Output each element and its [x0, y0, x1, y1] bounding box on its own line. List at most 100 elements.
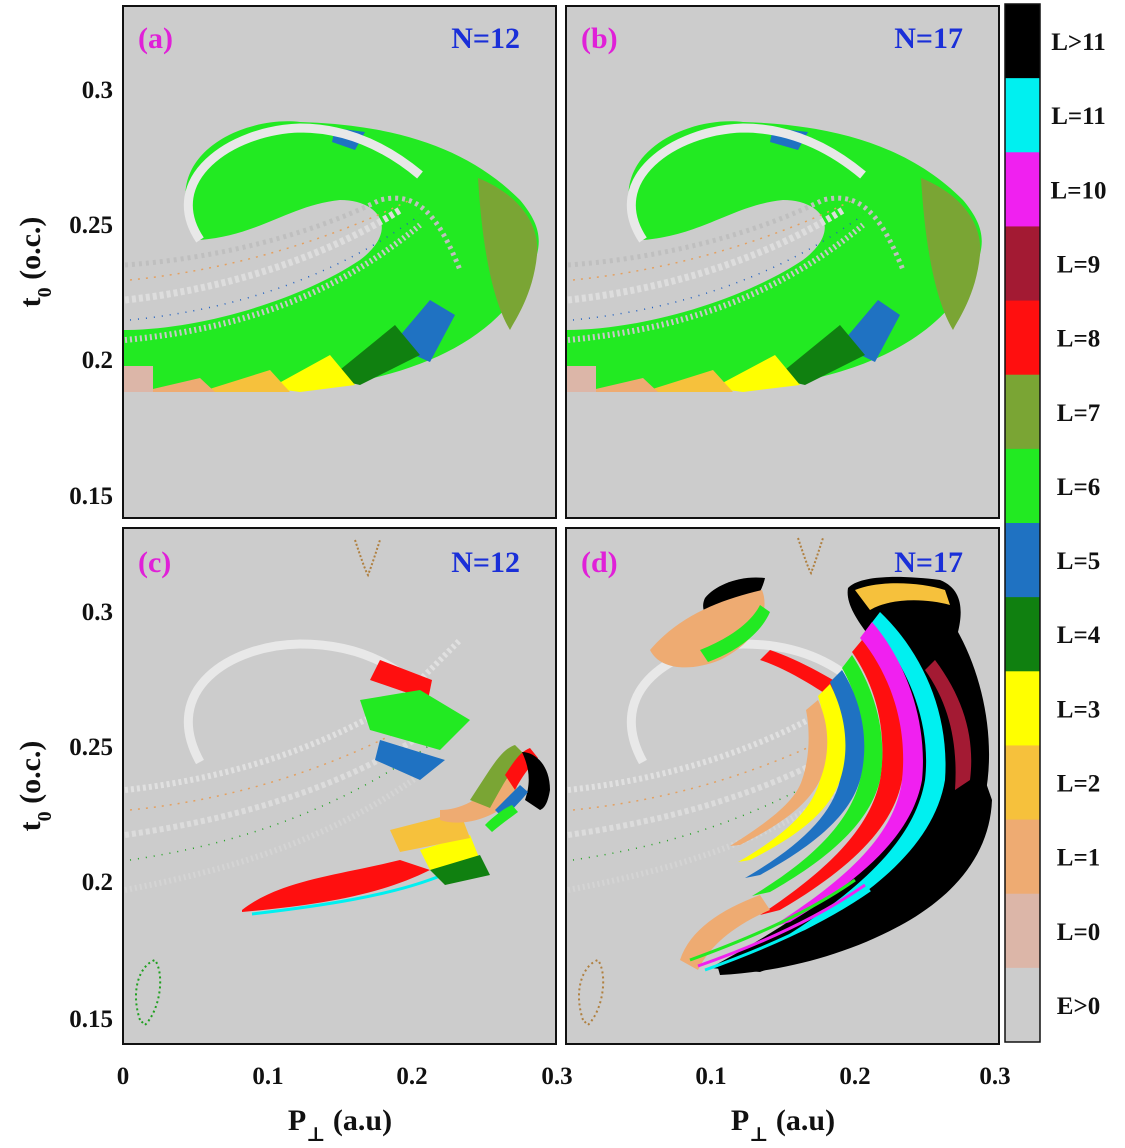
- region-b-L3: [713, 355, 800, 392]
- panel-b-map: [566, 121, 982, 392]
- region-c-L5: [375, 740, 445, 780]
- colorbar-swatch: [1005, 226, 1040, 302]
- region-b-L2: [643, 370, 733, 392]
- band-d-upper-right: [855, 583, 950, 610]
- chaos-d-top-feature: [797, 537, 824, 576]
- panel-a-label: (a): [138, 22, 173, 55]
- colorbar-label: L=9: [1057, 252, 1100, 279]
- x-tick-label: 0.3: [979, 1063, 1010, 1090]
- chaos-a-6: [129, 214, 421, 321]
- colorbar-swatch: [1005, 967, 1040, 1043]
- region-c-cyan-edge: [251, 874, 441, 916]
- chaos-b-1: [626, 123, 866, 243]
- colorbar-label: L=3: [1057, 696, 1100, 723]
- colorbar-label: L=7: [1057, 400, 1100, 427]
- panel-d-label: (d): [581, 546, 618, 579]
- colorbar-swatch: [1005, 819, 1040, 895]
- colorbar-label: L=5: [1057, 548, 1100, 575]
- y-ticks-top: 0.3 0.25 0.2 0.15: [69, 77, 113, 510]
- band-d-right-yellow: [738, 684, 846, 862]
- region-a-L4: [330, 325, 420, 385]
- y-ticks-bottom: 0.3 0.25 0.2 0.15: [69, 599, 113, 1033]
- region-a-L7: [478, 178, 538, 330]
- x-tick-label: 0.1: [695, 1063, 726, 1090]
- band-d-right-peach: [730, 700, 828, 846]
- region-a-L0: [123, 366, 153, 392]
- colorbar-label: L=8: [1057, 326, 1100, 353]
- colorbar-label: L=11: [1051, 103, 1106, 130]
- x-tick-label: 0: [117, 1063, 130, 1090]
- band-d-right-blue: [745, 670, 865, 878]
- x-tick-label: 0.1: [252, 1063, 283, 1090]
- region-a-L3: [270, 355, 355, 392]
- colorbar-swatch: [1005, 523, 1040, 598]
- y-axis-title-bottom: t0 (o.c.): [14, 741, 56, 832]
- x-ticks: 0 0.1 0.2 0.3 0.1 0.2 0.3: [117, 1063, 1011, 1090]
- chaos-b-5: [572, 199, 854, 281]
- chaos-c-5: [129, 719, 421, 811]
- panel-b-n-label: N=17: [894, 22, 963, 55]
- panel-c-label: (c): [138, 546, 171, 579]
- y-tick-label: 0.3: [82, 77, 113, 104]
- y-tick-label: 0.2: [82, 869, 113, 896]
- colorbar: L>11 L=11 L=10 L=9 L=8 L=7 L=6 L=5 L=4 L=3 L=2 L=1 L…: [1004, 3, 1106, 1043]
- x-axis-title-left: P⊥ (a.u): [288, 1104, 392, 1146]
- band-d-bottom-rainbow: [680, 895, 770, 970]
- colorbar-label: L=0: [1057, 919, 1100, 946]
- region-c-red-top: [370, 660, 432, 700]
- region-c-red-bottom: [242, 860, 430, 912]
- region-c-lobe-L7: [470, 745, 525, 808]
- y-tick-label: 0.15: [69, 1006, 113, 1033]
- y-axis-title-top: t0 (o.c.): [14, 217, 56, 308]
- chaos-b-3: [567, 207, 845, 304]
- band-d-bottom-black: [718, 780, 992, 975]
- panel-d: (d) N=17: [565, 527, 1000, 1045]
- region-c-L6: [360, 690, 470, 750]
- region-c-lobe-blue: [495, 785, 528, 818]
- colorbar-swatch: [1005, 78, 1040, 153]
- region-b-L1: [583, 378, 658, 392]
- y-tick-label: 0.2: [82, 347, 113, 374]
- chaos-d-loop: [578, 958, 605, 1027]
- colorbar-frame: [1004, 3, 1041, 1043]
- panel-b-frame: [565, 5, 1000, 519]
- chaos-c-top-feature: [354, 539, 381, 578]
- region-b-L0: [566, 366, 596, 392]
- colorbar-label: L=1: [1057, 845, 1100, 872]
- region-c-lobe-black: [522, 752, 550, 810]
- chaos-c-6: [129, 744, 431, 861]
- colorbar-swatch: [1005, 893, 1040, 969]
- colorbar-swatch: [1005, 745, 1040, 821]
- panel-a-frame: [122, 5, 557, 519]
- colorbar-label: L>11: [1051, 29, 1106, 56]
- panel-c-frame: [122, 527, 557, 1045]
- chaos-a-1: [183, 123, 423, 243]
- chaos-c-loop: [135, 958, 162, 1027]
- chaos-a-2: [124, 195, 463, 271]
- region-a-L2: [200, 370, 290, 392]
- band-d-right-red: [760, 640, 904, 915]
- colorbar-label: L=6: [1057, 474, 1100, 501]
- colorbar-swatch: [1005, 671, 1040, 746]
- panel-c-map: [124, 539, 550, 1027]
- chaos-b-6: [572, 214, 864, 321]
- chaos-b-4: [567, 222, 865, 343]
- band-d-right-darkred: [925, 660, 972, 790]
- chaos-b-2: [567, 195, 906, 271]
- region-c-lobe-green: [485, 805, 518, 832]
- colorbar-swatch: [1005, 374, 1040, 450]
- chaos-a-5: [129, 199, 411, 281]
- chaos-a-3: [124, 207, 402, 304]
- panel-d-n-label: N=17: [894, 546, 963, 579]
- chaos-d-6: [572, 744, 874, 861]
- panel-b: (b) N=17: [565, 5, 1000, 519]
- band-d-bottom-cyan-edge: [704, 888, 871, 972]
- colorbar-label: L=4: [1057, 622, 1101, 649]
- panel-d-map: [567, 537, 992, 1027]
- panel-a: (a) N=12: [122, 5, 557, 519]
- panel-c-n-label: N=12: [451, 546, 520, 579]
- colorbar-swatch: [1005, 300, 1040, 376]
- region-c-L4: [430, 855, 490, 885]
- panel-c: (c) N=12: [122, 527, 557, 1045]
- region-b-L7: [921, 178, 981, 330]
